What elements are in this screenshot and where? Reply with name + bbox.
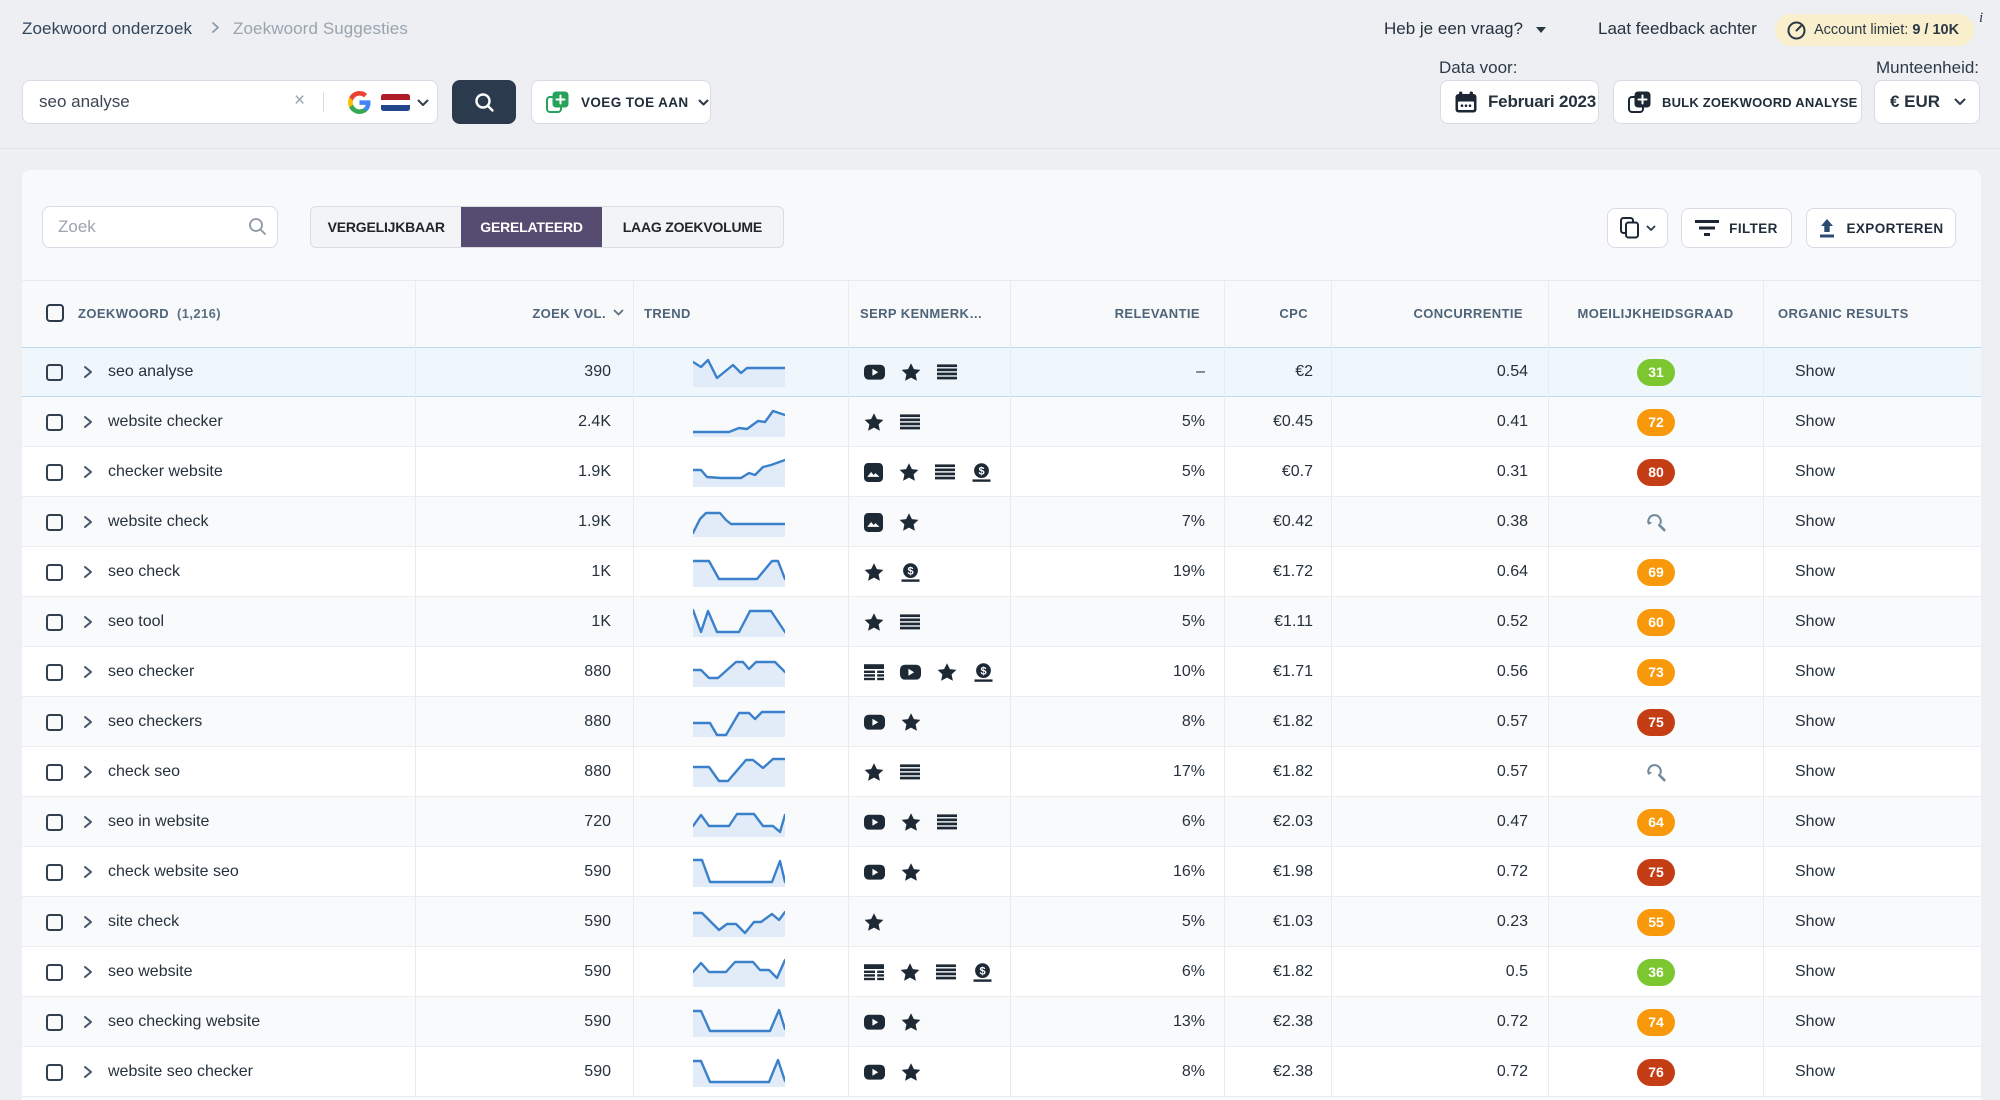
svg-text:$: $ <box>907 565 913 577</box>
svg-text:$: $ <box>979 965 985 977</box>
svg-text:$: $ <box>978 465 984 477</box>
svg-text:$: $ <box>980 665 986 677</box>
